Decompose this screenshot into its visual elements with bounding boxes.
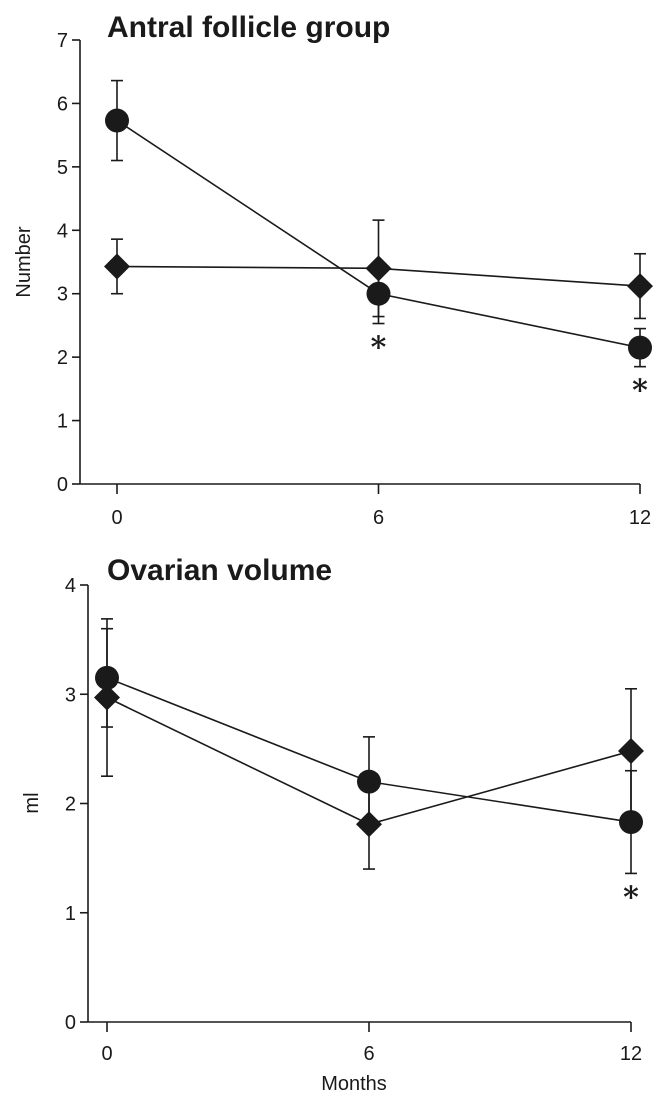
- data-point-diamond: [627, 273, 653, 300]
- y-tick-label: 2: [57, 347, 68, 369]
- x-tick-label: 6: [363, 1043, 374, 1065]
- y-tick-label: 2: [65, 794, 76, 816]
- y-tick-label: 6: [57, 93, 68, 115]
- data-point-diamond: [94, 684, 120, 711]
- y-tick-label: 5: [57, 157, 68, 179]
- y-tick-label: 0: [57, 474, 68, 496]
- y-tick-label: 0: [65, 1012, 76, 1034]
- y-tick-label: 7: [57, 30, 68, 52]
- data-point-circle: [619, 810, 643, 835]
- y-tick-label: 4: [65, 575, 76, 597]
- y-axis-label: Number: [13, 226, 35, 297]
- y-axis-label: ml: [21, 792, 43, 813]
- x-tick-label: 12: [629, 507, 651, 529]
- x-axis-label: Months: [321, 1073, 387, 1094]
- series-diamond: [104, 219, 653, 320]
- data-point-diamond: [618, 738, 644, 765]
- y-tick-label: 1: [57, 411, 68, 433]
- x-tick-label: 6: [373, 507, 384, 529]
- y-tick-label: 3: [57, 284, 68, 306]
- significance-asterisk: *: [632, 374, 648, 409]
- x-tick-label: 0: [101, 1043, 112, 1065]
- y-tick-label: 1: [65, 903, 76, 925]
- y-tick-label: 4: [57, 220, 68, 242]
- chart-title: Ovarian volume: [107, 554, 332, 587]
- data-point-circle: [105, 108, 129, 133]
- significance-asterisk: *: [623, 880, 639, 915]
- data-point-diamond: [365, 255, 392, 282]
- y-tick-label: 3: [65, 684, 76, 706]
- data-point-circle: [628, 335, 652, 360]
- chart-title: Antral follicle group: [107, 11, 390, 44]
- x-tick-label: 12: [620, 1043, 642, 1065]
- x-tick-label: 0: [111, 507, 122, 529]
- data-point-diamond: [356, 811, 382, 838]
- significance-asterisk: *: [371, 331, 387, 366]
- series-diamond: [94, 618, 644, 870]
- data-point-diamond: [104, 253, 130, 280]
